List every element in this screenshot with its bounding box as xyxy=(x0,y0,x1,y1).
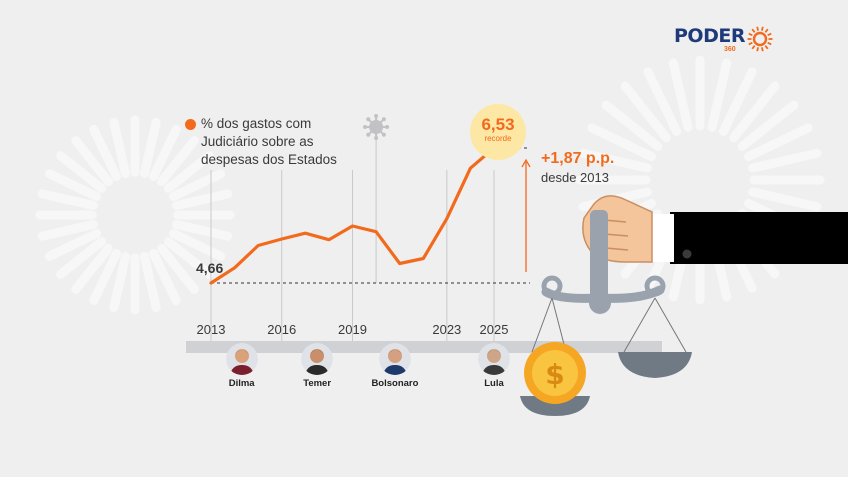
burst-ray xyxy=(140,252,161,313)
burst-ray xyxy=(109,252,130,313)
legend-marker xyxy=(185,119,196,130)
burst-ray xyxy=(587,123,656,162)
avatar xyxy=(301,343,334,375)
change-arrow xyxy=(521,158,531,272)
burst-ray xyxy=(620,81,671,143)
burst-ray xyxy=(601,100,663,151)
president-name: Bolsonaro xyxy=(371,378,419,389)
burst-ray xyxy=(718,67,757,136)
series-line xyxy=(209,146,496,285)
president-name: Lula xyxy=(484,378,504,389)
president-item: Dilma xyxy=(207,343,277,389)
burst-ray xyxy=(149,249,181,306)
change-annotation: +1,87 p.p. desde 2013 xyxy=(541,150,614,185)
record-badge: 6,53 recorde xyxy=(470,104,526,160)
burst-ray xyxy=(71,243,113,294)
burst-ray xyxy=(56,237,107,279)
x-tick-label: 2019 xyxy=(338,322,367,337)
virus-icon xyxy=(363,114,390,140)
burst-ray xyxy=(56,151,107,193)
burst-ray xyxy=(737,100,799,151)
burst-ray xyxy=(71,136,113,187)
president-item: Lula xyxy=(459,343,529,389)
burst-ray xyxy=(44,169,101,201)
brand-number: 360 xyxy=(724,46,736,53)
avatar xyxy=(378,343,411,375)
burst-ray xyxy=(578,148,652,173)
burst-ray xyxy=(163,151,214,193)
change-since: desde 2013 xyxy=(541,170,609,185)
burst-ray xyxy=(89,249,121,306)
burst-ray xyxy=(169,169,226,201)
burst-ray xyxy=(169,229,226,261)
record-value: 6,53 xyxy=(481,115,515,134)
x-tick-label: 2016 xyxy=(267,322,297,337)
background-bursts xyxy=(35,55,825,315)
burst-ray xyxy=(109,117,130,178)
x-tick-label: 2025 xyxy=(479,322,509,337)
svg-text:$: $ xyxy=(545,358,564,391)
burst-ray xyxy=(37,220,98,241)
burst-ray xyxy=(748,187,822,212)
burst-ray xyxy=(172,220,233,241)
burst-ray xyxy=(44,229,101,261)
burst-ray xyxy=(729,81,780,143)
burst-ray xyxy=(707,58,732,132)
x-tick-label: 2023 xyxy=(432,322,462,337)
avatar xyxy=(225,343,258,375)
brand-name: PODER xyxy=(674,25,745,47)
start-value-label: 4,66 xyxy=(196,260,224,276)
burst-ray xyxy=(89,124,121,181)
president-name: Temer xyxy=(303,378,332,389)
legend: % dos gastos com Judiciário sobre as des… xyxy=(185,115,356,169)
burst-ray xyxy=(163,237,214,279)
legend-label: % dos gastos com Judiciário sobre as des… xyxy=(201,116,337,167)
burst-ray xyxy=(140,117,161,178)
x-tick-label: 2013 xyxy=(196,322,226,337)
record-tag: recorde xyxy=(484,134,512,143)
president-name: Dilma xyxy=(228,378,255,389)
burst-ray xyxy=(744,123,813,162)
gridlines xyxy=(210,138,495,341)
change-value: +1,87 p.p. xyxy=(541,150,615,167)
burst-ray xyxy=(149,124,181,181)
sun-icon xyxy=(747,26,773,52)
president-item: Temer xyxy=(282,343,352,389)
burst-ray xyxy=(668,58,693,132)
burst-ray xyxy=(157,243,199,294)
burst-ray xyxy=(643,67,682,136)
brand-logo: PODER 360 xyxy=(674,24,773,53)
burst-ray xyxy=(37,189,98,210)
burst-ray xyxy=(748,148,822,173)
burst-ray xyxy=(172,189,233,210)
president-item: Bolsonaro xyxy=(360,343,430,389)
justice-scale-illustration: $ xyxy=(520,195,848,416)
burst-ray xyxy=(157,136,199,187)
avatar xyxy=(478,343,510,375)
